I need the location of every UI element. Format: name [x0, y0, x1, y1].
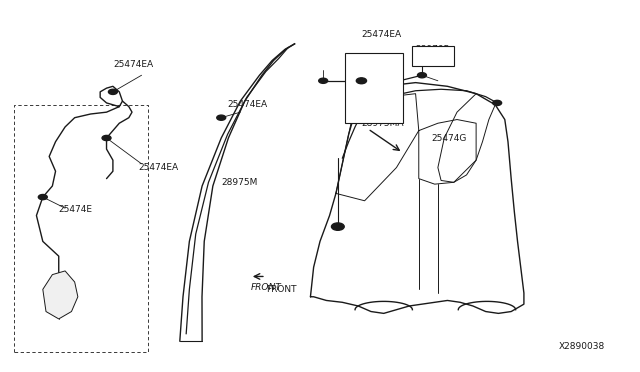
Polygon shape [43, 271, 78, 319]
Text: 25474E: 25474E [59, 205, 93, 215]
Circle shape [417, 73, 426, 78]
Text: 25474EA: 25474EA [362, 30, 401, 39]
Text: 25474EA: 25474EA [228, 100, 268, 109]
Circle shape [102, 135, 111, 141]
Text: 25474G: 25474G [431, 134, 467, 142]
Circle shape [319, 78, 328, 83]
Text: FRONT: FRONT [266, 285, 296, 294]
Circle shape [332, 223, 344, 230]
Text: 25474EA: 25474EA [138, 163, 179, 172]
Circle shape [217, 115, 226, 120]
Bar [346, 53, 403, 123]
Circle shape [356, 78, 367, 84]
Text: 28975M: 28975M [221, 178, 258, 187]
Text: FRONT: FRONT [250, 283, 281, 292]
Text: 25474EA: 25474EA [113, 60, 153, 69]
Circle shape [108, 89, 117, 94]
Circle shape [493, 100, 502, 106]
Text: 28975MA: 28975MA [362, 119, 404, 128]
Bar [412, 46, 454, 66]
Text: 28970P: 28970P [415, 45, 449, 54]
Circle shape [38, 195, 47, 200]
Text: X2890038: X2890038 [559, 342, 605, 351]
